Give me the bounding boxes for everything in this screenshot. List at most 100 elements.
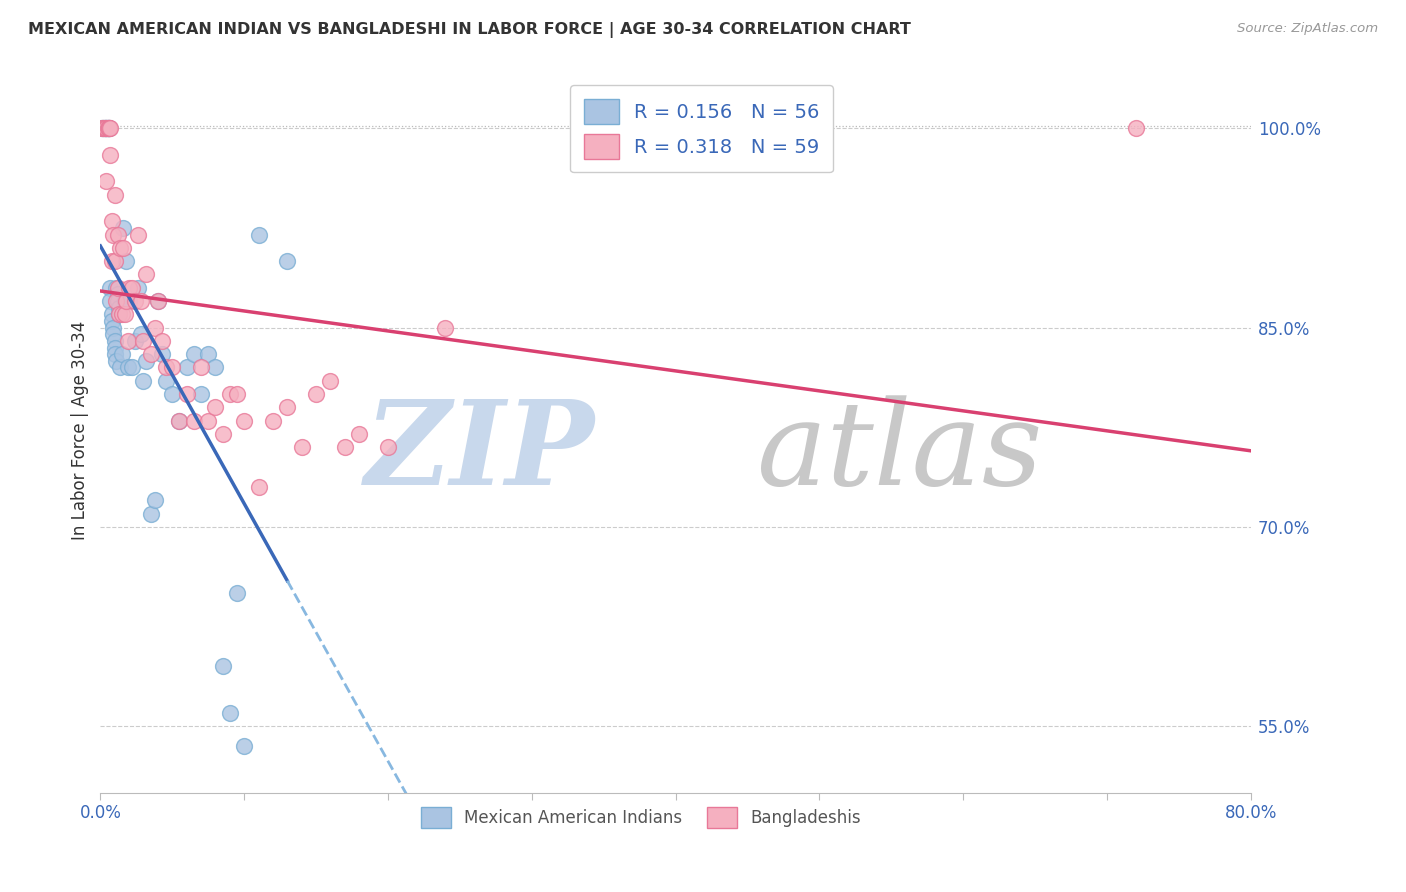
Point xyxy=(176,360,198,375)
Point xyxy=(211,426,233,441)
Point xyxy=(146,293,169,308)
Point xyxy=(101,214,124,228)
Point xyxy=(305,387,328,401)
Point xyxy=(98,121,121,136)
Point xyxy=(319,374,342,388)
Point xyxy=(90,121,112,136)
Text: ZIP: ZIP xyxy=(366,395,595,510)
Point xyxy=(139,347,162,361)
Point xyxy=(107,227,129,242)
Point xyxy=(104,334,127,348)
Point xyxy=(93,121,115,136)
Point xyxy=(94,121,117,136)
Point xyxy=(107,293,129,308)
Point xyxy=(108,301,131,315)
Point xyxy=(100,293,122,308)
Point xyxy=(143,493,166,508)
Point xyxy=(100,121,122,136)
Point xyxy=(183,347,205,361)
Point xyxy=(377,440,399,454)
Point xyxy=(117,334,139,348)
Point xyxy=(150,347,173,361)
Point xyxy=(94,121,117,136)
Point xyxy=(108,307,131,321)
Point xyxy=(104,187,127,202)
Point xyxy=(114,293,136,308)
Point xyxy=(162,360,184,375)
Point xyxy=(104,341,127,355)
Point xyxy=(108,307,131,321)
Point xyxy=(143,320,166,334)
Point xyxy=(169,414,191,428)
Point xyxy=(132,374,155,388)
Point xyxy=(124,293,146,308)
Point xyxy=(101,314,124,328)
Point xyxy=(94,174,117,188)
Point xyxy=(96,121,118,136)
Point xyxy=(190,360,212,375)
Point xyxy=(129,293,152,308)
Point xyxy=(104,254,127,268)
Point xyxy=(150,334,173,348)
Point xyxy=(90,121,112,136)
Point xyxy=(115,293,138,308)
Point xyxy=(347,426,370,441)
Point xyxy=(112,221,135,235)
Text: MEXICAN AMERICAN INDIAN VS BANGLADESHI IN LABOR FORCE | AGE 30-34 CORRELATION CH: MEXICAN AMERICAN INDIAN VS BANGLADESHI I… xyxy=(28,22,911,38)
Point xyxy=(226,387,249,401)
Point xyxy=(115,254,138,268)
Point xyxy=(135,268,157,282)
Point xyxy=(226,586,249,600)
Point xyxy=(211,659,233,673)
Point xyxy=(98,121,121,136)
Point xyxy=(127,281,149,295)
Text: Source: ZipAtlas.com: Source: ZipAtlas.com xyxy=(1237,22,1378,36)
Point xyxy=(91,121,114,136)
Point xyxy=(100,148,122,162)
Point xyxy=(121,360,143,375)
Point xyxy=(218,706,240,720)
Point xyxy=(91,121,114,136)
Point xyxy=(121,281,143,295)
Point xyxy=(112,241,135,255)
Point xyxy=(276,254,298,268)
Point xyxy=(197,414,219,428)
Point xyxy=(262,414,284,428)
Point xyxy=(247,227,270,242)
Point xyxy=(333,440,356,454)
Point xyxy=(96,121,118,136)
Point xyxy=(118,293,141,308)
Point xyxy=(101,254,124,268)
Point xyxy=(190,387,212,401)
Point xyxy=(111,307,134,321)
Point xyxy=(103,327,125,342)
Point xyxy=(197,347,219,361)
Point xyxy=(103,227,125,242)
Point xyxy=(162,387,184,401)
Point xyxy=(98,121,121,136)
Point xyxy=(100,281,122,295)
Point xyxy=(155,360,177,375)
Point xyxy=(94,121,117,136)
Point xyxy=(111,347,134,361)
Point xyxy=(96,121,118,136)
Point xyxy=(107,281,129,295)
Point xyxy=(105,293,128,308)
Point xyxy=(276,401,298,415)
Point xyxy=(183,414,205,428)
Point xyxy=(124,334,146,348)
Point xyxy=(117,360,139,375)
Point xyxy=(101,307,124,321)
Point xyxy=(93,121,115,136)
Point xyxy=(434,320,457,334)
Point xyxy=(233,739,256,753)
Point xyxy=(176,387,198,401)
Text: atlas: atlas xyxy=(756,395,1042,509)
Point xyxy=(110,360,132,375)
Point xyxy=(104,347,127,361)
Point xyxy=(93,121,115,136)
Point xyxy=(204,401,226,415)
Point xyxy=(129,327,152,342)
Y-axis label: In Labor Force | Age 30-34: In Labor Force | Age 30-34 xyxy=(72,321,89,541)
Point xyxy=(98,121,121,136)
